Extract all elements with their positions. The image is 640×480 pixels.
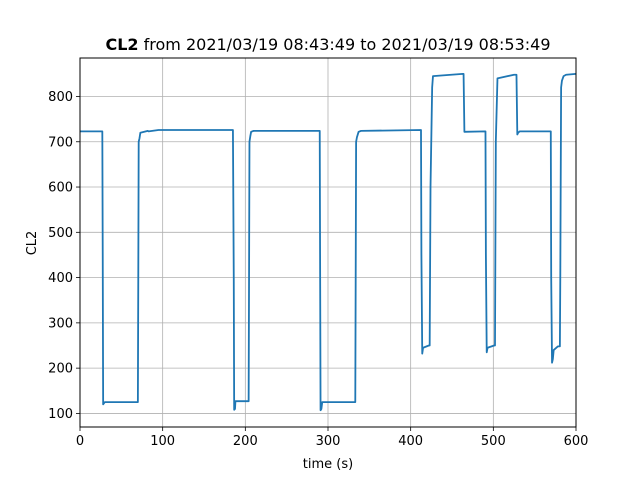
y-tick-label: 800 [48, 90, 73, 105]
chart-title: CL2 from 2021/03/19 08:43:49 to 2021/03/… [105, 35, 550, 54]
y-tick-label: 600 [48, 181, 73, 196]
horizontal-gridlines [80, 96, 576, 414]
chart-title-rest: from 2021/03/19 08:43:49 to 2021/03/19 0… [139, 35, 551, 54]
x-tick-label: 100 [150, 434, 175, 449]
x-tick-label: 0 [76, 434, 84, 449]
series-lines [80, 72, 577, 412]
y-axis-label: CL2 [25, 231, 40, 256]
y-tick-label: 200 [48, 362, 73, 377]
x-tick-label: 500 [481, 434, 506, 449]
y-tick-label: 100 [48, 407, 73, 422]
y-tick-label: 300 [48, 316, 73, 331]
y-tick-label: 500 [48, 226, 73, 241]
y-tick-label: 400 [48, 271, 73, 286]
x-tick-label: 600 [564, 434, 589, 449]
x-axis-label: time (s) [303, 457, 353, 472]
y-tick-label: 700 [48, 135, 73, 150]
x-axis-ticks: 0 100 200 300 400 500 600 [76, 427, 589, 449]
x-tick-label: 300 [316, 434, 341, 449]
x-tick-label: 200 [233, 434, 258, 449]
y-axis-ticks: 100 200 300 400 500 600 700 800 [48, 90, 80, 422]
chart-title-bold: CL2 [105, 35, 138, 54]
x-tick-label: 400 [398, 434, 423, 449]
series-line [80, 72, 577, 412]
